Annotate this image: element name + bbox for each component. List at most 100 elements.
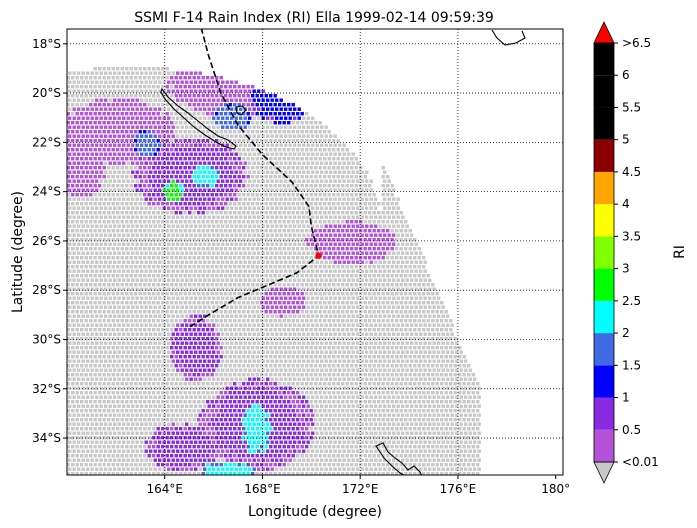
swath-pixel xyxy=(84,121,88,125)
swath-pixel xyxy=(162,179,166,183)
swath-pixel xyxy=(77,89,81,93)
swath-pixel xyxy=(302,251,306,255)
swath-pixel xyxy=(437,350,441,354)
swath-pixel xyxy=(242,364,246,368)
swath-pixel xyxy=(293,332,297,336)
swath-pixel xyxy=(309,139,313,143)
swath-pixel xyxy=(81,278,85,282)
swath-pixel xyxy=(248,296,252,300)
swath-pixel xyxy=(210,328,214,332)
swath-pixel xyxy=(171,197,175,201)
swath-pixel xyxy=(359,238,363,242)
swath-pixel xyxy=(336,220,340,224)
swath-pixel xyxy=(345,274,349,278)
swath-pixel xyxy=(206,85,210,89)
swath-pixel xyxy=(108,134,112,138)
swath-pixel xyxy=(261,125,265,129)
swath-pixel xyxy=(216,197,220,201)
swath-pixel xyxy=(302,278,306,282)
swath-pixel xyxy=(347,350,351,354)
swath-pixel xyxy=(188,238,192,242)
swath-pixel xyxy=(282,319,286,323)
swath-pixel xyxy=(297,278,301,282)
swath-pixel xyxy=(368,265,372,269)
swath-pixel xyxy=(288,188,292,192)
swath-pixel xyxy=(81,134,85,138)
swath-pixel xyxy=(264,319,268,323)
swath-pixel xyxy=(152,76,156,80)
swath-pixel xyxy=(302,179,306,183)
swath-pixel xyxy=(284,260,288,264)
swath-pixel xyxy=(203,98,207,102)
swath-pixel xyxy=(98,139,102,143)
swath-pixel xyxy=(287,121,291,125)
swath-pixel xyxy=(251,166,255,170)
swath-pixel xyxy=(180,206,184,210)
swath-pixel xyxy=(251,139,255,143)
swath-pixel xyxy=(81,251,85,255)
swath-pixel xyxy=(89,319,93,323)
swath-pixel xyxy=(296,301,300,305)
swath-pixel xyxy=(278,148,282,152)
swath-pixel xyxy=(275,125,279,129)
swath-pixel xyxy=(198,287,202,291)
satellite-swath xyxy=(62,67,481,475)
swath-pixel xyxy=(171,107,175,111)
swath-pixel xyxy=(359,220,363,224)
swath-pixel xyxy=(75,76,79,80)
swath-pixel xyxy=(120,364,124,368)
swath-pixel xyxy=(99,107,103,111)
swath-pixel xyxy=(260,220,264,224)
swath-pixel xyxy=(287,346,291,350)
swath-pixel xyxy=(147,130,151,134)
swath-pixel xyxy=(354,229,358,233)
swath-pixel xyxy=(275,269,279,273)
swath-pixel xyxy=(453,337,457,341)
swath-pixel xyxy=(185,224,189,228)
swath-pixel xyxy=(147,256,151,260)
swath-pixel xyxy=(273,364,277,368)
swath-pixel xyxy=(363,292,367,296)
swath-pixel xyxy=(401,323,405,327)
swath-pixel xyxy=(341,193,345,197)
swath-pixel xyxy=(260,364,264,368)
swath-pixel xyxy=(390,310,394,314)
swath-pixel xyxy=(318,364,322,368)
swath-pixel xyxy=(111,175,115,179)
swath-pixel xyxy=(135,179,139,183)
swath-pixel xyxy=(206,355,210,359)
swath-pixel xyxy=(116,346,120,350)
swath-pixel xyxy=(165,373,169,377)
swath-pixel xyxy=(67,148,70,152)
swath-pixel xyxy=(206,139,210,143)
swath-pixel xyxy=(369,332,373,336)
swath-pixel xyxy=(318,265,322,269)
swath-pixel xyxy=(93,247,97,251)
swath-pixel xyxy=(203,323,207,327)
swath-pixel xyxy=(300,256,304,260)
swath-pixel xyxy=(314,184,318,188)
swath-pixel xyxy=(108,161,112,165)
swath-pixel xyxy=(161,328,165,332)
swath-pixel xyxy=(93,301,97,305)
swath-pixel xyxy=(230,251,234,255)
swath-pixel xyxy=(176,350,180,354)
swath-pixel xyxy=(116,175,120,179)
swath-pixel xyxy=(170,256,174,260)
swath-pixel xyxy=(246,148,250,152)
swath-pixel xyxy=(165,220,169,224)
swath-pixel xyxy=(431,337,435,341)
swath-pixel xyxy=(350,319,354,323)
swath-pixel xyxy=(113,206,117,210)
swath-pixel xyxy=(62,166,65,169)
swath-pixel xyxy=(428,323,432,327)
swath-pixel xyxy=(332,274,336,278)
swath-pixel xyxy=(122,215,126,219)
swath-pixel xyxy=(387,260,391,264)
swath-pixel xyxy=(183,274,187,278)
swath-pixel xyxy=(293,314,297,318)
swath-pixel xyxy=(329,350,333,354)
swath-pixel xyxy=(131,323,135,327)
swath-pixel xyxy=(269,112,273,116)
swath-pixel xyxy=(278,364,282,368)
